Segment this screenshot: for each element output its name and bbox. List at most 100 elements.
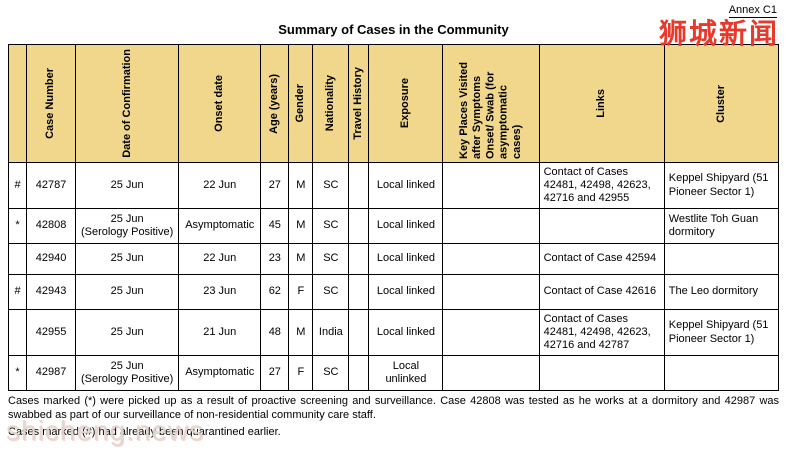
cell-onset-date: 22 Jun bbox=[178, 162, 262, 209]
cell-travel-history bbox=[348, 208, 370, 244]
cell-links bbox=[538, 208, 665, 244]
column-header-key-places: Key Places Visited after Symptoms Onset/… bbox=[442, 44, 540, 163]
header-label: Key Places Visited after Symptoms Onset/… bbox=[458, 61, 523, 159]
cell-case-number: 42987 bbox=[26, 355, 77, 391]
cell-age: 27 bbox=[260, 355, 290, 391]
cell-exposure: Local unlinked bbox=[368, 355, 444, 391]
cell-links: Contact of Case 42616 bbox=[538, 274, 665, 310]
cell-exposure: Local linked bbox=[368, 309, 444, 356]
row-marker: * bbox=[7, 355, 28, 391]
column-header-nationality: Nationality bbox=[312, 44, 350, 163]
cell-age: 27 bbox=[260, 162, 290, 209]
row-marker bbox=[7, 243, 28, 275]
cell-gender: M bbox=[288, 309, 314, 356]
cell-confirmation-date: 25 Jun bbox=[75, 162, 180, 209]
column-header-cluster: Cluster bbox=[663, 44, 780, 163]
column-header-confirmation-date: Date of Confirmation bbox=[75, 44, 180, 163]
cell-cluster bbox=[663, 355, 780, 391]
cell-travel-history bbox=[348, 274, 370, 310]
cell-age: 23 bbox=[260, 243, 290, 275]
cell-cluster: The Leo dormitory bbox=[663, 274, 780, 310]
cell-nationality: SC bbox=[312, 208, 350, 244]
header-label: Age (years) bbox=[268, 73, 281, 134]
column-header-marker bbox=[7, 44, 28, 163]
cell-onset-date: 22 Jun bbox=[178, 243, 262, 275]
cell-onset-date: Asymptomatic bbox=[178, 355, 262, 391]
cell-confirmation-date: 25 Jun bbox=[75, 309, 180, 356]
cell-onset-date: 21 Jun bbox=[178, 309, 262, 356]
header-label: Exposure bbox=[399, 78, 412, 129]
row-marker: # bbox=[7, 274, 28, 310]
table-row: 42940 25 Jun 22 Jun 23 M SC Local linked… bbox=[7, 243, 780, 275]
header-label: Onset date bbox=[213, 75, 226, 132]
footnote-quarantined: Cases marked (#) had already been quaran… bbox=[8, 426, 281, 438]
cell-age: 48 bbox=[260, 309, 290, 356]
header-label: Gender bbox=[294, 84, 307, 123]
cell-gender: F bbox=[288, 274, 314, 310]
cell-key-places bbox=[442, 208, 540, 244]
table-row: * 42987 25 Jun (Serology Positive) Asymp… bbox=[7, 355, 780, 391]
row-marker: # bbox=[7, 162, 28, 209]
cell-nationality: SC bbox=[312, 274, 350, 310]
row-marker bbox=[7, 309, 28, 356]
cell-nationality: SC bbox=[312, 162, 350, 209]
table-row: 42955 25 Jun 21 Jun 48 M India Local lin… bbox=[7, 309, 780, 356]
header-label: Nationality bbox=[324, 75, 337, 132]
cell-gender: M bbox=[288, 243, 314, 275]
row-marker: * bbox=[7, 208, 28, 244]
cell-travel-history bbox=[348, 309, 370, 356]
cell-case-number: 42808 bbox=[26, 208, 77, 244]
cell-age: 62 bbox=[260, 274, 290, 310]
cell-key-places bbox=[442, 355, 540, 391]
cell-exposure: Local linked bbox=[368, 274, 444, 310]
cell-key-places bbox=[442, 162, 540, 209]
cell-onset-date: 23 Jun bbox=[178, 274, 262, 310]
header-label: Cluster bbox=[714, 84, 727, 123]
cell-nationality: India bbox=[312, 309, 350, 356]
cell-nationality: SC bbox=[312, 355, 350, 391]
cell-links: Contact of Cases 42481, 42498, 42623, 42… bbox=[538, 309, 665, 356]
header-label: Case Number bbox=[44, 68, 57, 139]
header-label: Links bbox=[595, 89, 608, 118]
column-header-onset-date: Onset date bbox=[178, 44, 262, 163]
header-row: Case Number Date of Confirmation Onset d… bbox=[7, 44, 780, 163]
cell-confirmation-date: 25 Jun (Serology Positive) bbox=[75, 355, 180, 391]
cell-onset-date: Asymptomatic bbox=[178, 208, 262, 244]
page-title: Summary of Cases in the Community bbox=[278, 22, 509, 37]
cell-confirmation-date: 25 Jun bbox=[75, 243, 180, 275]
cell-cluster bbox=[663, 243, 780, 275]
column-header-exposure: Exposure bbox=[368, 44, 444, 163]
cell-gender: M bbox=[288, 162, 314, 209]
cell-exposure: Local linked bbox=[368, 243, 444, 275]
cell-confirmation-date: 25 Jun (Serology Positive) bbox=[75, 208, 180, 244]
table-row: * 42808 25 Jun (Serology Positive) Asymp… bbox=[7, 208, 780, 244]
cell-key-places bbox=[442, 243, 540, 275]
cell-exposure: Local linked bbox=[368, 162, 444, 209]
column-header-links: Links bbox=[538, 44, 665, 163]
cell-case-number: 42787 bbox=[26, 162, 77, 209]
cell-confirmation-date: 25 Jun bbox=[75, 274, 180, 310]
community-cases-table: Case Number Date of Confirmation Onset d… bbox=[7, 44, 780, 391]
watermark-chinese-logo: 狮城新闻 bbox=[658, 18, 779, 49]
table-row: # 42943 25 Jun 23 Jun 62 F SC Local link… bbox=[7, 274, 780, 310]
cell-case-number: 42955 bbox=[26, 309, 77, 356]
cell-case-number: 42940 bbox=[26, 243, 77, 275]
cell-cluster: Keppel Shipyard (51 Pioneer Sector 1) bbox=[663, 309, 780, 356]
column-header-age: Age (years) bbox=[260, 44, 290, 163]
cell-key-places bbox=[442, 274, 540, 310]
column-header-gender: Gender bbox=[288, 44, 314, 163]
cell-gender: M bbox=[288, 208, 314, 244]
header-label: Date of Confirmation bbox=[120, 49, 133, 158]
annex-label: Annex C1 bbox=[728, 4, 777, 18]
cell-gender: F bbox=[288, 355, 314, 391]
watermark-site-name: shicheng.news bbox=[6, 415, 205, 446]
table-row: # 42787 25 Jun 22 Jun 27 M SC Local link… bbox=[7, 162, 780, 209]
cell-nationality: SC bbox=[312, 243, 350, 275]
cell-travel-history bbox=[348, 355, 370, 391]
cell-links bbox=[538, 355, 665, 391]
cell-travel-history bbox=[348, 243, 370, 275]
cell-age: 45 bbox=[260, 208, 290, 244]
cell-links: Contact of Cases 42481, 42498, 42623, 42… bbox=[538, 162, 665, 209]
cell-case-number: 42943 bbox=[26, 274, 77, 310]
cell-exposure: Local linked bbox=[368, 208, 444, 244]
